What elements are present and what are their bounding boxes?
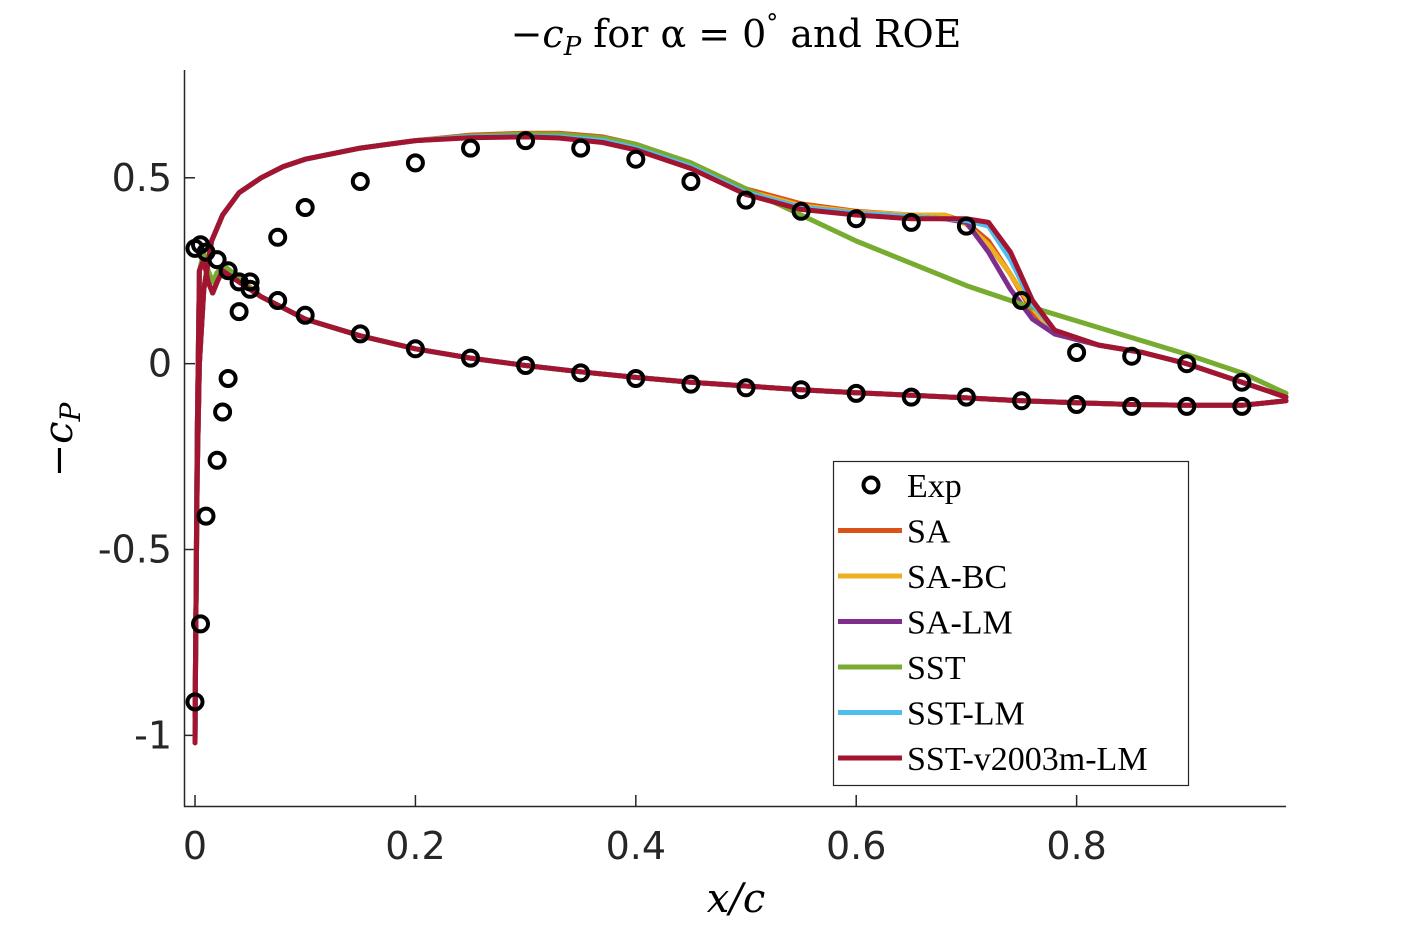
exp-point	[218, 369, 238, 388]
legend-label-sst: SST	[907, 650, 966, 687]
chart-title: −cP for α = 0° and ROE	[511, 9, 962, 62]
exp-point	[207, 250, 227, 270]
exp-point	[736, 378, 756, 398]
legend-label-sst-lm: SST-LM	[907, 696, 1025, 733]
exp-point	[350, 324, 370, 344]
series-line-sst-v2003m-lm-lower	[192, 257, 1289, 746]
legend-label-sst-v2003m-lm: SST-v2003m-LM	[907, 741, 1148, 778]
experimental-points	[185, 131, 1252, 712]
exp-point	[191, 614, 210, 634]
exp-point	[1232, 396, 1252, 416]
y-axis-label: −cP	[36, 401, 87, 477]
x-tick-label: 0.8	[1046, 824, 1106, 868]
exp-point	[1177, 396, 1197, 416]
exp-point	[956, 387, 976, 407]
exp-point	[1122, 346, 1142, 366]
exp-point	[350, 172, 370, 191]
exp-point	[240, 272, 260, 292]
exp-point	[196, 506, 216, 526]
exp-point	[901, 387, 921, 407]
legend: Exp SA SA-BC SA-LM SST SST-LM SST-v2003m-LM	[832, 460, 1190, 787]
legend-label-sa-lm: SA-LM	[907, 605, 1013, 642]
exp-point	[791, 201, 811, 221]
exp-point	[213, 402, 233, 422]
exp-point	[846, 209, 866, 229]
x-tick-label: 0.4	[606, 824, 666, 868]
x-tick-label: 0.2	[385, 824, 445, 868]
exp-point	[1122, 396, 1142, 416]
exp-point	[1177, 354, 1197, 374]
exp-point	[681, 172, 701, 191]
x-axis-label: x/c	[707, 876, 765, 922]
exp-point	[626, 369, 646, 388]
exp-point	[791, 380, 811, 400]
y-tick-label: -1	[134, 713, 172, 757]
exp-point	[185, 692, 205, 712]
legend-marker-exp	[861, 475, 881, 495]
y-tick-label: 0.5	[112, 156, 172, 200]
exp-point	[461, 138, 480, 158]
exp-point	[461, 348, 480, 368]
exp-point	[405, 339, 425, 359]
exp-point	[268, 227, 288, 247]
exp-point	[1067, 343, 1087, 362]
x-ticks: 0 0.2 0.4 0.6 0.8	[183, 795, 1107, 868]
x-tick-label: 0.6	[826, 824, 886, 868]
exp-point	[736, 190, 756, 210]
y-tick-label: -0.5	[98, 528, 172, 572]
axes	[183, 70, 1286, 808]
exp-point	[240, 279, 260, 299]
exp-point	[229, 302, 249, 322]
exp-point	[268, 291, 288, 310]
exp-point	[681, 374, 701, 394]
exp-point	[571, 138, 591, 158]
exp-point	[295, 305, 315, 325]
exp-point	[626, 149, 646, 169]
exp-point	[207, 450, 227, 470]
legend-box	[832, 460, 1190, 787]
exp-point	[405, 153, 425, 173]
legend-label-exp: Exp	[907, 468, 962, 505]
exp-point	[295, 198, 315, 217]
exp-point	[956, 216, 976, 236]
exp-point	[1012, 391, 1031, 411]
exp-point	[1012, 291, 1031, 310]
exp-point	[516, 131, 536, 151]
exp-point	[516, 356, 536, 375]
x-tick-label: 0	[183, 824, 207, 868]
exp-point	[901, 212, 921, 232]
legend-label-sa: SA	[907, 514, 951, 551]
exp-point	[571, 363, 591, 383]
y-tick-label: 0	[148, 342, 172, 386]
exp-point	[1232, 372, 1252, 392]
exp-point	[218, 261, 238, 281]
y-ticks: -1 -0.5 0 0.5	[98, 156, 195, 757]
series-layer	[192, 130, 1289, 746]
exp-point	[846, 383, 866, 403]
exp-point	[1067, 395, 1087, 414]
legend-label-sa-bc: SA-BC	[907, 559, 1007, 596]
